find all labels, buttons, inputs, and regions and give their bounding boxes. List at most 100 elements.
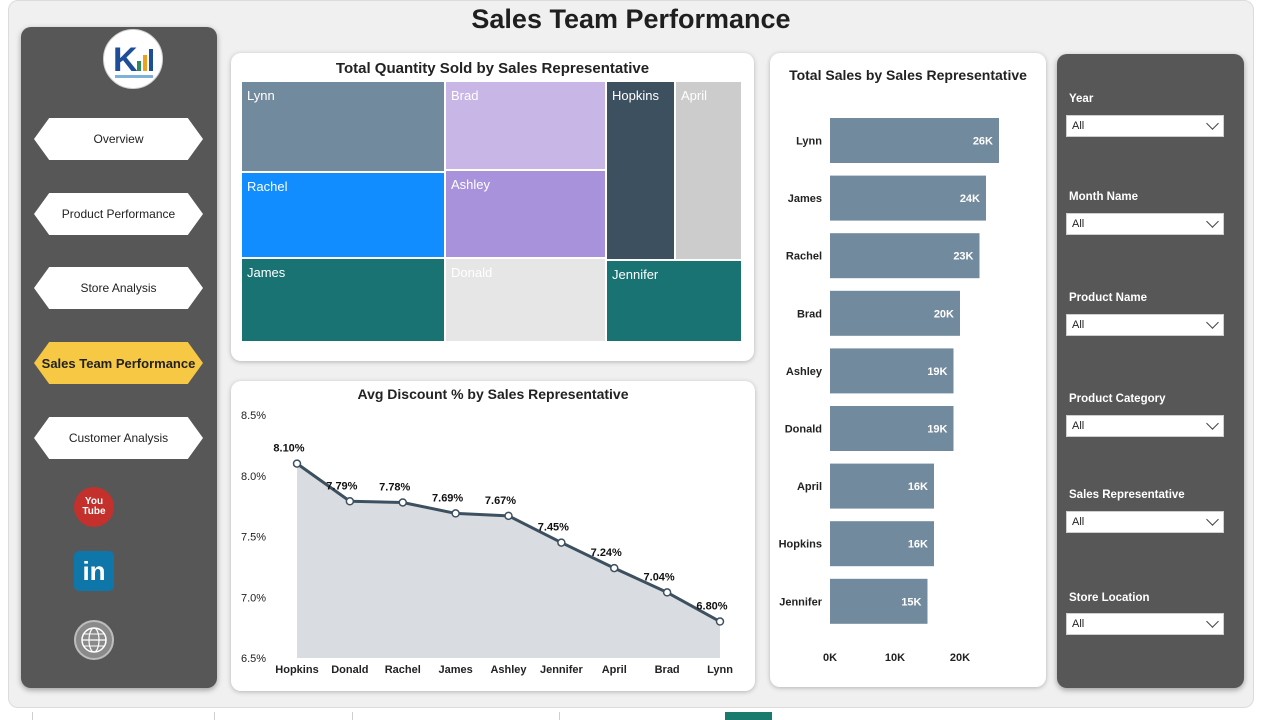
x-tick-label: 10K — [885, 652, 905, 664]
x-tick-label: 20K — [950, 652, 970, 664]
y-category-label: Hopkins — [779, 539, 822, 551]
x-tick-label: Rachel — [385, 664, 421, 676]
website-globe-icon[interactable] — [74, 620, 114, 660]
x-tick-label: 0K — [823, 652, 837, 664]
data-label: 7.45% — [538, 522, 569, 534]
bar-data-label: 16K — [908, 481, 928, 493]
bar-data-label: 24K — [960, 193, 980, 205]
bar — [830, 233, 980, 279]
y-tick-label: 7.5% — [241, 532, 266, 544]
nav-customer-analysis-button[interactable]: Customer Analysis — [34, 417, 203, 459]
treemap-cell-jennifer[interactable]: Jennifer — [606, 260, 742, 342]
data-point — [398, 498, 407, 507]
slicer-sales-rep-value: All — [1072, 516, 1085, 528]
bar — [830, 406, 954, 451]
bar-data-label: 23K — [953, 251, 973, 263]
data-label: 7.69% — [432, 492, 463, 504]
y-category-label: Ashley — [786, 366, 823, 378]
svg-text:K: K — [113, 41, 138, 79]
linkedin-icon[interactable]: in — [74, 551, 114, 591]
logo-icon: K — [113, 41, 153, 79]
sheet-tab[interactable] — [352, 712, 560, 720]
slicer-store-location-dropdown[interactable]: All — [1066, 613, 1224, 635]
nav-overview-button[interactable]: Overview — [34, 118, 203, 160]
data-point — [292, 459, 302, 468]
slicer-month-label: Month Name — [1069, 191, 1138, 203]
chevron-down-icon — [1206, 117, 1219, 130]
discount-area-chart: 8.5% 8.0% 7.5% 7.0% 6.5% 8.10% Hopkins 7.79% Don… — [241, 410, 733, 676]
bar — [830, 463, 934, 509]
linkedin-text: in — [82, 555, 106, 586]
discount-chart-card: Avg Discount % by Sales Representative 8… — [231, 381, 755, 691]
y-category-label: Donald — [785, 424, 822, 436]
slicer-month-dropdown[interactable]: All — [1066, 213, 1224, 235]
data-point — [662, 588, 672, 597]
sales-chart-title: Total Sales by Sales Representative — [789, 67, 1027, 83]
x-tick-label: April — [602, 664, 627, 676]
youtube-text-2: Tube — [82, 506, 106, 517]
slicer-year-label: Year — [1069, 93, 1094, 105]
treemap-cell-april[interactable]: April — [675, 81, 742, 260]
chevron-down-icon — [1206, 513, 1219, 526]
y-category-label: April — [797, 481, 822, 493]
x-tick-label: Lynn — [707, 664, 733, 676]
treemap-cell-james[interactable]: James — [241, 258, 445, 342]
sheet-tab-bar — [0, 708, 1262, 720]
sales-bar-chart: Lynn 26K James 24K Rachel 23K Brad 20K Ashley 19K… — [779, 118, 999, 664]
bar — [830, 118, 999, 163]
treemap-cell-brad[interactable]: Brad — [445, 81, 606, 170]
treemap-cell-donald[interactable]: Donald — [445, 258, 606, 342]
nav-store-analysis-button[interactable]: Store Analysis — [34, 267, 203, 309]
chevron-down-icon — [1206, 215, 1219, 228]
company-logo: K — [103, 29, 163, 89]
slicer-product-name-label: Product Name — [1069, 292, 1147, 304]
discount-chart-title: Avg Discount % by Sales Representative — [357, 386, 629, 402]
slicer-year-dropdown[interactable]: All — [1066, 115, 1224, 137]
bar — [830, 348, 954, 394]
slicer-store-location-label: Store Location — [1069, 592, 1150, 604]
treemap-cell-rachel[interactable]: Rachel — [241, 172, 445, 258]
nav-product-performance-button[interactable]: Product Performance — [34, 193, 203, 235]
area-fill — [297, 463, 720, 658]
bar — [830, 521, 934, 567]
sheet-tab[interactable] — [559, 712, 726, 720]
youtube-text-1: You — [84, 496, 104, 507]
bar-data-label: 19K — [927, 366, 947, 378]
sheet-tab-active[interactable] — [725, 712, 772, 720]
slicer-store-location-value: All — [1072, 618, 1085, 630]
chevron-down-icon — [1206, 316, 1219, 329]
treemap-title: Total Quantity Sold by Sales Representat… — [335, 60, 650, 77]
bar-data-label: 26K — [973, 136, 993, 148]
data-label: 8.10% — [273, 443, 304, 455]
nav-sales-team-performance-button[interactable]: Sales Team Performance — [34, 342, 203, 384]
y-category-label: Lynn — [796, 136, 822, 148]
slicer-year-value: All — [1072, 120, 1085, 132]
y-tick-label: 8.5% — [241, 410, 266, 422]
slicer-product-category-dropdown[interactable]: All — [1066, 415, 1224, 437]
slicer-sales-rep-dropdown[interactable]: All — [1066, 511, 1224, 533]
globe-icon — [81, 627, 107, 653]
data-label: 6.80% — [696, 601, 727, 613]
data-point — [345, 497, 355, 506]
page-title: Sales Team Performance — [471, 4, 791, 34]
sheet-tab[interactable] — [214, 712, 353, 720]
y-category-label: Rachel — [786, 251, 822, 263]
sales-chart-card: Total Sales by Sales Representative Lynn… — [770, 53, 1046, 687]
sheet-tab[interactable] — [32, 712, 215, 720]
data-label: 7.24% — [591, 547, 622, 559]
data-point — [557, 538, 566, 547]
bar — [830, 578, 928, 624]
slicer-product-name-value: All — [1072, 319, 1085, 331]
bar-data-label: 16K — [908, 539, 928, 551]
x-tick-label: Jennifer — [540, 664, 584, 676]
x-tick-label: James — [438, 664, 472, 676]
treemap-cell-hopkins[interactable]: Hopkins — [606, 81, 675, 260]
slicer-product-name-dropdown[interactable]: All — [1066, 314, 1224, 336]
y-tick-label: 6.5% — [241, 653, 266, 665]
data-label: 7.67% — [485, 495, 516, 507]
treemap-cell-ashley[interactable]: Ashley — [445, 170, 606, 258]
slicer-month-value: All — [1072, 218, 1085, 230]
youtube-icon[interactable]: You Tube — [74, 487, 114, 527]
data-label: 7.04% — [644, 571, 675, 583]
treemap-cell-lynn[interactable]: Lynn — [241, 81, 445, 172]
